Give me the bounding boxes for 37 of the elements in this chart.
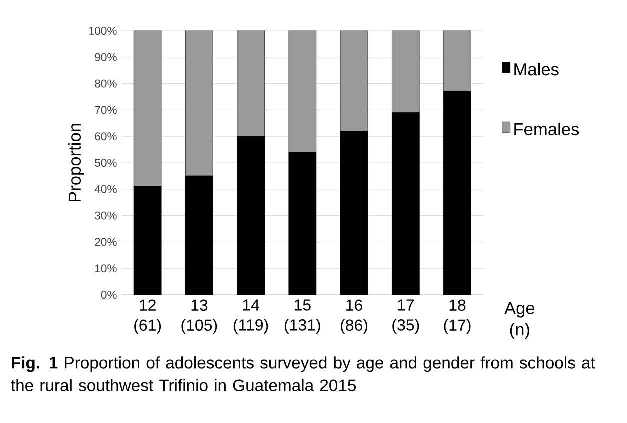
bar [444,91,472,296]
bar [444,30,472,92]
y-tick-label: 0% [101,290,117,299]
bar [392,30,420,114]
x-axis-title: Age (n) [504,302,535,340]
y-tick-label: 100% [89,26,117,35]
bar [185,176,214,296]
y-tick-label: 40% [94,185,117,194]
x-tick-label: 13 (105) [182,300,218,334]
text: Fig. 1 Proportion of adolescents surveyed by age and gender from schools at the rural southwest Trifinio in Guatemala 2015 [11,356,596,392]
x-tick-label: 18 (17) [444,300,471,334]
y-tick-label: 80% [95,80,117,88]
bar [237,30,265,137]
legend-label: Males [514,62,559,76]
y-tick-label: 60% [95,132,117,141]
bar [134,30,162,188]
bar [340,30,368,132]
y-tick-label: 10% [95,264,117,273]
x-tick-label: 15 (131) [284,300,320,334]
y-axis-title: Proportion [68,124,84,202]
bar [134,186,162,296]
x-tick-label: 16 (86) [341,300,368,334]
y-tick-label: 30% [95,212,117,220]
bar [288,30,317,153]
legend-label: Females [514,122,580,136]
bar [340,131,368,296]
bar [392,112,420,296]
x-tick-label: 12 (61) [134,300,162,334]
y-tick-label: 20% [95,238,117,246]
x-tick-label: 17 (35) [392,300,420,334]
y-tick-label: 70% [95,106,117,114]
bar [237,136,265,296]
bar [185,30,214,176]
y-tick-label: 50% [95,158,117,167]
y-tick-label: 90% [95,53,117,62]
x-tick-label: 14 (119) [234,300,268,334]
bar [288,152,317,296]
